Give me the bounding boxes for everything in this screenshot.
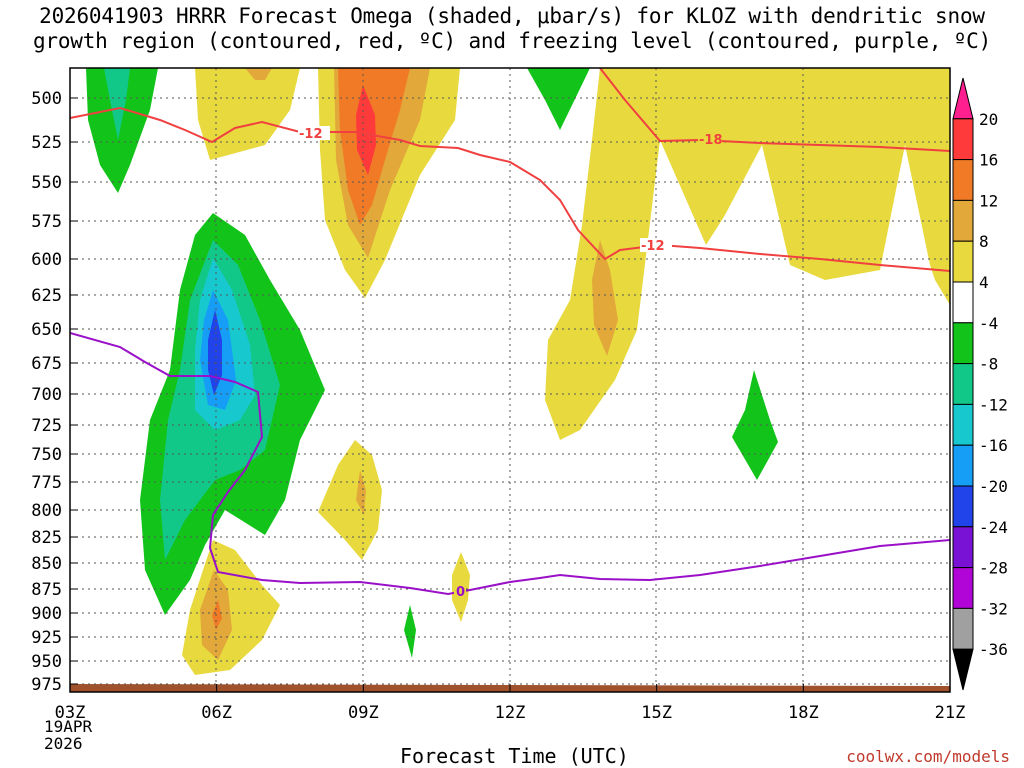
colorbar-swatch [952,403,974,446]
colorbar-swatch [952,526,974,569]
colorbar-swatch [952,199,974,242]
omega-shade [404,605,416,658]
shaded-omega [86,68,950,675]
y-tick-label: 950 [31,652,62,672]
freezing-labels: 0 [454,584,466,600]
omega-shade [86,68,158,193]
title-line-2: growth region (contoured, red, ºC) and f… [32,29,992,53]
y-tick-label: 825 [31,528,62,548]
y-tick-label: 575 [31,212,62,232]
dgz-labels: -12 -18 -12 [298,126,723,254]
colorbar-label: -28 [979,559,1008,578]
omega-shade [212,600,222,630]
colorbar-swatch [952,363,974,405]
colorbar-swatch [952,322,974,365]
date-label: 19APR 2026 [44,718,92,752]
x-axis: 03Z 06Z 09Z 12Z 15Z 18Z 21Z [55,684,966,723]
x-tick-label: 03Z [55,703,86,723]
x-tick-label: 21Z [935,703,966,723]
colorbar-swatch [952,485,974,528]
dgz-contours [70,68,950,272]
y-tick-label: 525 [31,133,62,153]
colorbar-swatch [952,648,974,691]
omega-shade [356,85,376,175]
omega-shade [245,68,272,80]
colorbar-label: -32 [979,599,1008,618]
y-tick-label: 850 [31,554,62,574]
x-tick-label: 09Z [348,703,379,723]
freezing-contour [70,332,950,596]
colorbar-label: -8 [979,355,998,374]
y-tick-label: 925 [31,628,62,648]
colorbar-swatch [952,77,974,120]
y-tick-label: 700 [31,385,62,405]
colorbar-swatch [952,281,974,324]
colorbar-label: 20 [979,110,998,129]
colorbar-label: 4 [979,273,989,292]
omega-shade [527,68,590,130]
date-line-2: 2026 [44,734,83,753]
colorbar-label: -4 [979,314,998,333]
freezing-label: 0 [456,585,465,600]
y-tick-label: 675 [31,354,62,374]
omega-shade [318,440,382,560]
y-tick-label: 975 [31,675,62,695]
freezing-level [70,332,950,596]
dgz-contour [70,106,950,272]
colorbar: 20 16 12 8 4 -4 -8 -12 -16 -20 -24 -28 -32 -36 [952,77,1008,691]
title-line-1: 2026041903 HRRR Forecast Omega (shaded, … [39,4,985,28]
x-tick-label: 12Z [495,703,526,723]
y-tick-label: 875 [31,580,62,600]
colorbar-label: 8 [979,232,989,251]
omega-shade [545,68,950,440]
y-tick-label: 900 [31,604,62,624]
colorbar-swatch [952,607,974,650]
y-tick-label: 750 [31,445,62,465]
colorbar-swatch [952,444,974,487]
colorbar-label: -36 [979,640,1008,659]
colorbar-swatch [952,240,974,283]
dgz-label: -18 [699,133,723,148]
omega-shade [104,68,130,140]
omega-shade [356,470,366,515]
dgz-contour [599,68,950,152]
y-axis: 500 525 550 575 600 625 650 675 700 725 750 775 800 8… [31,89,78,695]
colorbar-label: -12 [979,395,1008,414]
colorbar-label: -16 [979,436,1008,455]
y-tick-label: 800 [31,501,62,521]
y-tick-label: 500 [31,89,62,109]
omega-shade [208,310,222,395]
credit-link[interactable]: coolwx.com/models [846,747,1010,766]
x-tick-label: 15Z [641,703,672,723]
dgz-label: -12 [299,127,323,142]
date-line-1: 19APR [44,717,93,736]
x-axis-label: Forecast Time (UTC) [400,744,629,768]
colorbar-swatch [952,118,974,161]
colorbar-swatch [952,567,974,609]
dgz-label: -12 [641,239,665,254]
y-tick-label: 625 [31,286,62,306]
colorbar-label: 16 [979,151,998,170]
y-tick-label: 775 [31,473,62,493]
colorbar-label: -24 [979,518,1008,537]
colorbar-swatch [952,159,974,201]
chart-title: 2026041903 HRRR Forecast Omega (shaded, … [0,4,1024,54]
x-tick-label: 18Z [788,703,819,723]
y-tick-label: 650 [31,320,62,340]
omega-shade [592,240,618,356]
y-tick-label: 725 [31,416,62,436]
colorbar-label: 12 [979,191,998,210]
colorbar-label: -20 [979,477,1008,496]
y-tick-label: 550 [31,173,62,193]
x-tick-label: 06Z [201,703,232,723]
y-tick-label: 600 [31,250,62,270]
